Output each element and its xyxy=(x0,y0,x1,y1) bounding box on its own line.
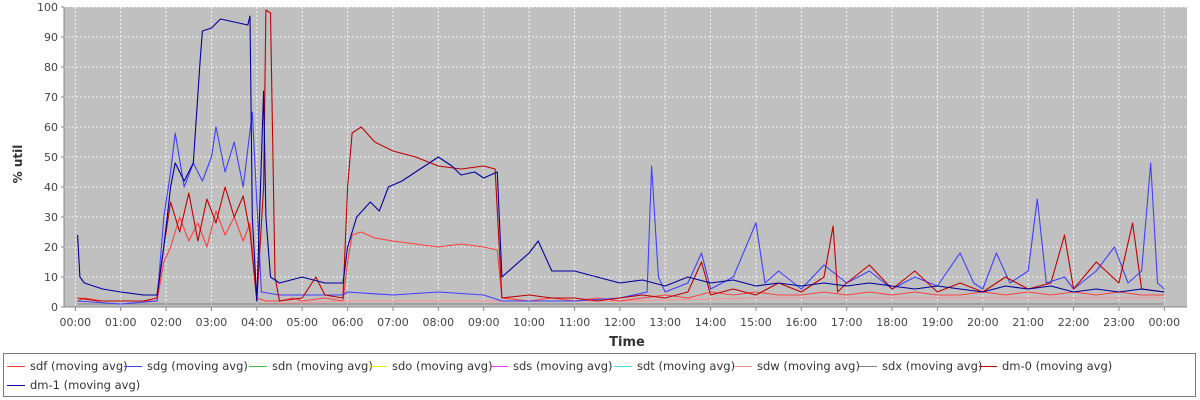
legend-label: sdx (moving avg) xyxy=(882,359,983,373)
x-tick-label: 19:00 xyxy=(922,316,954,329)
legend-swatch xyxy=(734,365,752,367)
x-tick-label: 06:00 xyxy=(332,316,364,329)
series-line-sdg xyxy=(77,111,1165,305)
y-tick-label: 90 xyxy=(44,31,58,44)
axes: 0 10 20 30 40 50 60 70 80 90 100 00:00 01:00 02:00 03:… xyxy=(37,1,1187,329)
legend-label: dm-1 (moving avg) xyxy=(30,378,141,392)
y-tick-label: 80 xyxy=(44,61,58,74)
series-layer xyxy=(77,9,1165,305)
legend-item: dm-1 (moving avg) xyxy=(7,376,140,394)
x-tick-label: 00:00 xyxy=(59,316,91,329)
y-tick-label: 40 xyxy=(44,181,58,194)
y-tick-label: 30 xyxy=(44,211,58,224)
series-line-dm-0 xyxy=(77,9,1165,302)
x-tick-label: 07:00 xyxy=(377,316,409,329)
legend-item: sdx (moving avg) xyxy=(859,357,982,375)
line-chart: 0 10 20 30 40 50 60 70 80 90 100 00:00 01:00 02:00 03:… xyxy=(11,1,1187,350)
x-tick-label: 10:00 xyxy=(513,316,545,329)
legend-item: sdg (moving avg) xyxy=(124,357,248,375)
legend-item: sds (moving avg) xyxy=(490,357,613,375)
x-tick-label: 01:00 xyxy=(105,316,137,329)
x-tick-label: 02:00 xyxy=(150,316,182,329)
legend-swatch xyxy=(490,365,508,367)
legend-label: sdf (moving avg) xyxy=(30,359,128,373)
x-tick-label: 21:00 xyxy=(1012,316,1044,329)
x-tick-label: 00:00 xyxy=(1148,316,1180,329)
y-tick-label: 0 xyxy=(51,301,58,314)
legend-item: sdw (moving avg) xyxy=(734,357,860,375)
x-tick-label: 14:00 xyxy=(695,316,727,329)
legend-swatch xyxy=(249,365,267,367)
legend-label: sdw (moving avg) xyxy=(757,359,860,373)
x-tick-label: 22:00 xyxy=(1058,316,1090,329)
x-tick-label: 11:00 xyxy=(559,316,591,329)
legend-swatch xyxy=(369,365,387,367)
legend-swatch xyxy=(979,365,997,367)
legend-item: sdf (moving avg) xyxy=(7,357,128,375)
series-line-sdf xyxy=(77,210,1165,302)
x-tick-label: 08:00 xyxy=(422,316,454,329)
legend-item: dm-0 (moving avg) xyxy=(979,357,1112,375)
legend-item: sdo (moving avg) xyxy=(369,357,493,375)
x-tick-label: 13:00 xyxy=(649,316,681,329)
legend-label: sdo (moving avg) xyxy=(392,359,493,373)
x-tick-label: 12:00 xyxy=(604,316,636,329)
x-tick-label: 23:00 xyxy=(1103,316,1135,329)
y-tick-label: 50 xyxy=(44,151,58,164)
x-tick-label: 16:00 xyxy=(785,316,817,329)
legend-label: sdt (moving avg) xyxy=(637,359,736,373)
y-tick-label: 20 xyxy=(44,241,58,254)
legend-label: sdg (moving avg) xyxy=(147,359,248,373)
y-tick-label: 70 xyxy=(44,91,58,104)
x-tick-label: 04:00 xyxy=(241,316,273,329)
legend-swatch xyxy=(124,365,142,367)
legend-item: sdn (moving avg) xyxy=(249,357,373,375)
x-tick-label: 18:00 xyxy=(876,316,908,329)
x-tick-label: 17:00 xyxy=(831,316,863,329)
legend-swatch xyxy=(7,365,25,367)
y-tick-label: 60 xyxy=(44,121,58,134)
legend-swatch xyxy=(7,384,25,386)
legend-label: dm-0 (moving avg) xyxy=(1002,359,1113,373)
legend-label: sds (moving avg) xyxy=(513,359,613,373)
chart-legend: sdf (moving avg) sdg (moving avg) sdn (mov… xyxy=(3,353,1196,397)
grid-lines xyxy=(64,6,1187,308)
legend-item: sdt (moving avg) xyxy=(614,357,735,375)
legend-label: sdn (moving avg) xyxy=(272,359,373,373)
x-tick-label: 03:00 xyxy=(196,316,228,329)
y-tick-label: 10 xyxy=(44,271,58,284)
legend-swatch xyxy=(859,365,877,367)
x-tick-label: 15:00 xyxy=(740,316,772,329)
series-line-dm-1 xyxy=(77,15,1165,302)
y-tick-label: 100 xyxy=(37,1,58,14)
x-tick-label: 20:00 xyxy=(967,316,999,329)
x-tick-label: 09:00 xyxy=(468,316,500,329)
x-axis-label: Time xyxy=(609,335,645,350)
legend-swatch xyxy=(614,365,632,367)
x-tick-label: 05:00 xyxy=(286,316,318,329)
y-axis-label: % util xyxy=(11,145,25,184)
